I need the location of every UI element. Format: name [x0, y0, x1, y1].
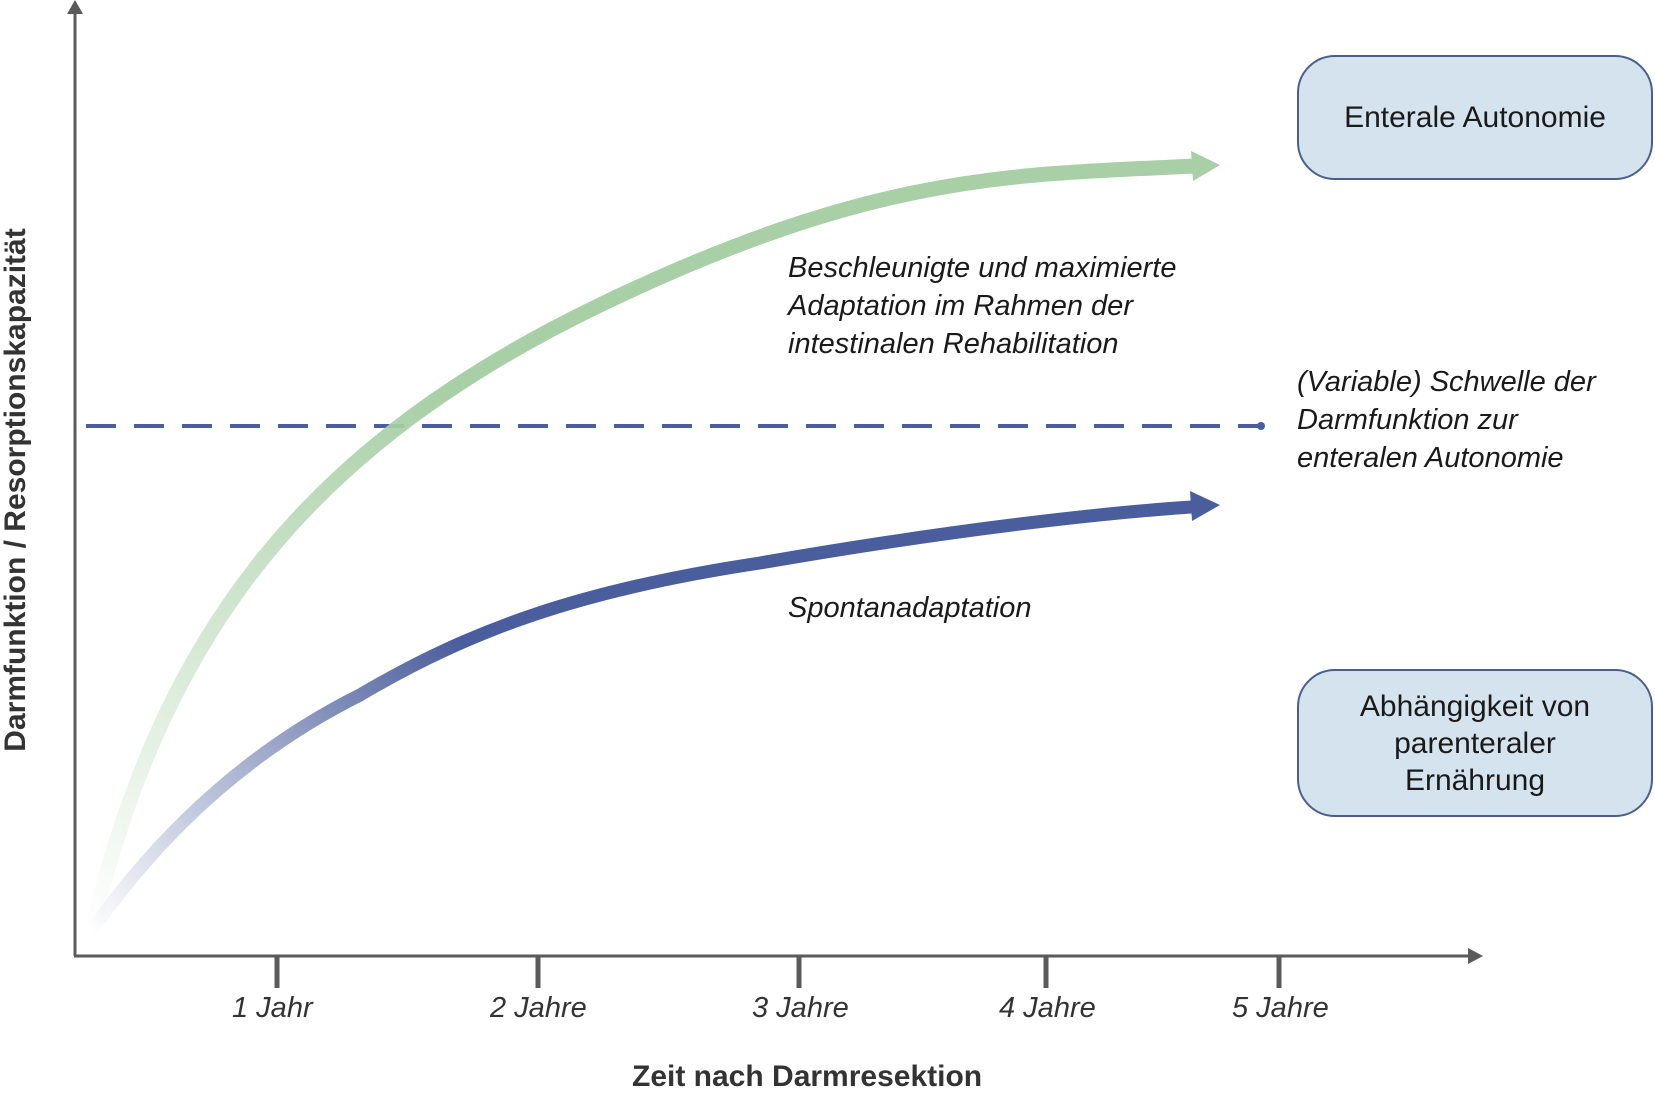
rehab-curve [84, 158, 1203, 938]
x-tick-label-5: 5 Jahre [1232, 992, 1329, 1024]
spontaneous-curve [85, 500, 1199, 937]
spontaneous-curve-label: Spontanadaptation [788, 592, 1032, 624]
x-axis-arrowhead [1468, 948, 1483, 964]
x-tick-label-3: 3 Jahre [752, 992, 849, 1024]
x-tick-label-4: 4 Jahre [999, 992, 1096, 1024]
y-axis-title: Darmfunktion / Resorptionskapazität [0, 228, 32, 752]
enteral-autonomy-box: Enterale Autonomie [1297, 55, 1653, 180]
x-axis-title: Zeit nach Darmresektion [632, 1060, 983, 1093]
y-axis-arrowhead [67, 0, 83, 14]
rehab-curve-label: Beschleunigte und maximierte Adaptation … [788, 252, 1177, 360]
x-tick-label-2: 2 Jahre [490, 992, 587, 1024]
threshold-label: (Variable) Schwelle der Darmfunktion zur… [1297, 366, 1596, 474]
spontaneous-curve-arrowhead [1190, 491, 1220, 521]
rehab-curve-arrowhead [1191, 151, 1220, 181]
threshold-line-end-dot [1257, 422, 1265, 430]
parenteral-dependency-box: Abhängigkeit von parenteraler Ernährung [1297, 669, 1653, 817]
x-tick-label-1: 1 Jahr [232, 992, 313, 1024]
